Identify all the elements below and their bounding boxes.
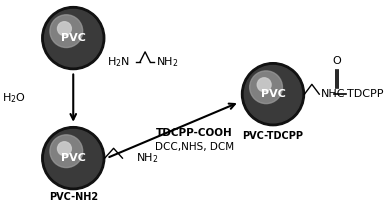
Circle shape <box>58 22 71 36</box>
Circle shape <box>241 63 305 126</box>
Circle shape <box>45 9 102 67</box>
Text: PVC: PVC <box>261 89 285 99</box>
Text: PVC-TDCPP: PVC-TDCPP <box>243 131 303 141</box>
Circle shape <box>42 7 105 70</box>
Circle shape <box>250 71 283 104</box>
Circle shape <box>58 142 71 156</box>
Text: PVC-NH2: PVC-NH2 <box>49 192 98 203</box>
Circle shape <box>244 65 302 123</box>
Text: TDCPP-COOH: TDCPP-COOH <box>156 127 233 138</box>
Circle shape <box>42 127 105 190</box>
Text: TDCPP: TDCPP <box>347 89 383 99</box>
Text: PVC: PVC <box>61 33 86 43</box>
Circle shape <box>45 129 102 187</box>
Text: DCC,NHS, DCM: DCC,NHS, DCM <box>155 142 234 152</box>
Text: NHC: NHC <box>321 89 345 99</box>
Text: NH$_2$: NH$_2$ <box>136 151 159 165</box>
Text: H$_2$N: H$_2$N <box>107 55 130 69</box>
Text: H$_2$O: H$_2$O <box>2 91 26 105</box>
Text: NH$_2$: NH$_2$ <box>156 55 179 69</box>
Circle shape <box>50 135 83 168</box>
Text: O: O <box>332 56 341 66</box>
Circle shape <box>257 78 271 92</box>
Circle shape <box>50 15 83 47</box>
Text: PVC: PVC <box>61 153 86 163</box>
